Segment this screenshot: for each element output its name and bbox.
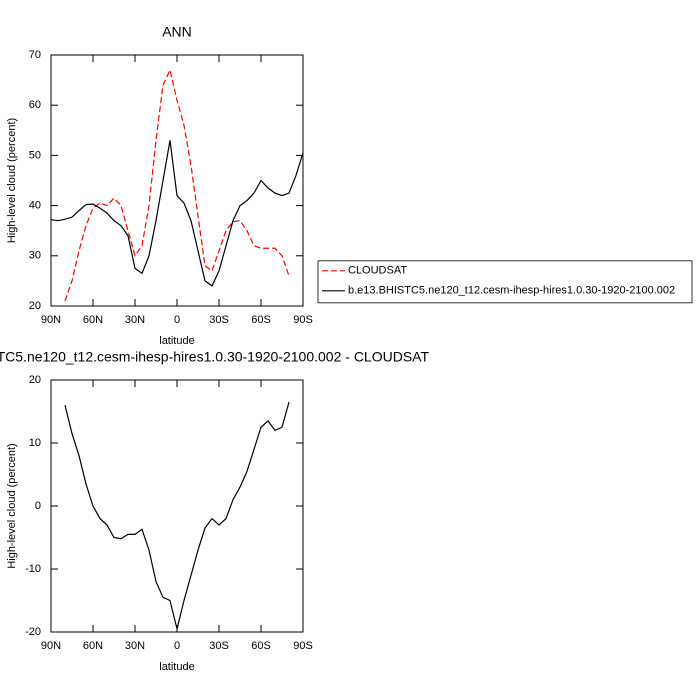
y-tick-label: 0 (35, 500, 41, 512)
plot-frame (50, 54, 304, 307)
legend-label: b.e13.BHISTC5.ne120_t12.cesm-ihesp-hires… (348, 285, 675, 297)
x-tick-label: 90N (41, 640, 61, 652)
y-tick-label: 20 (29, 300, 41, 312)
legend-label: CLOUDSAT (348, 265, 407, 277)
x-axis-label: latitude (159, 661, 194, 673)
y-tick-label: 50 (29, 149, 41, 161)
legend-box (317, 260, 693, 304)
x-tick-label: 90N (41, 314, 61, 326)
y-axis-label: High-level cloud (percent) (6, 443, 18, 568)
plot-frame (50, 379, 304, 633)
y-tick-label: 10 (29, 437, 41, 449)
x-tick-label: 60N (83, 640, 103, 652)
chart-title: b.e13.BHISTC5.ne120_t12.cesm-ihesp-hires… (0, 349, 429, 365)
data-line (64, 68, 290, 302)
y-tick-label: 30 (29, 250, 41, 262)
y-tick-label: 60 (29, 99, 41, 111)
x-tick-label: 60N (83, 314, 103, 326)
x-tick-label: 30N (125, 314, 145, 326)
y-tick-label: 20 (29, 374, 41, 386)
x-tick-label: 30N (125, 640, 145, 652)
x-tick-label: 0 (174, 640, 180, 652)
y-tick-label: -10 (25, 563, 41, 575)
x-axis-label: latitude (159, 335, 194, 347)
x-tick-label: 60S (251, 314, 271, 326)
x-tick-label: 0 (174, 314, 180, 326)
x-tick-label: 60S (251, 640, 271, 652)
x-tick-label: 90S (293, 314, 313, 326)
data-line (50, 140, 304, 287)
y-tick-label: -20 (25, 626, 41, 638)
y-tick-label: 40 (29, 200, 41, 212)
y-tick-label: 70 (29, 49, 41, 61)
y-axis-label: High-level cloud (percent) (6, 118, 18, 243)
x-tick-label: 30S (209, 314, 229, 326)
x-tick-label: 90S (293, 640, 313, 652)
data-line (64, 401, 290, 629)
x-tick-label: 30S (209, 640, 229, 652)
chart-title: ANN (162, 24, 192, 40)
